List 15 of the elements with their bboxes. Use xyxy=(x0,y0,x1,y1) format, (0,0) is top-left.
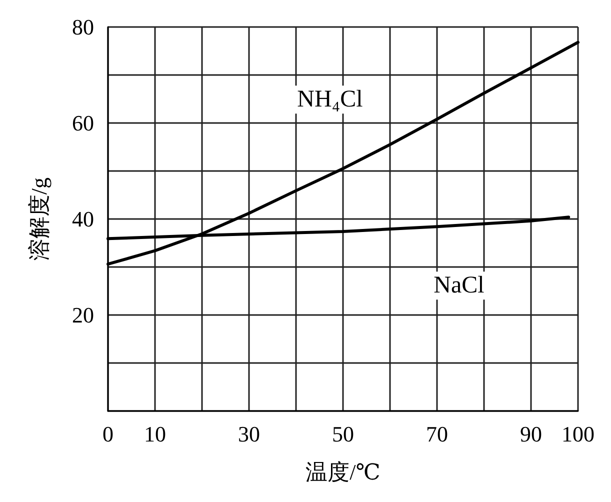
x-tick-label: 100 xyxy=(562,422,594,446)
x-tick-label: 70 xyxy=(426,422,448,446)
y-tick-label: 40 xyxy=(72,206,94,232)
series-label: NaCl xyxy=(434,272,485,299)
y-tick-label: 60 xyxy=(72,110,94,136)
y-tick-label: 80 xyxy=(72,14,94,40)
x-tick-label: 10 xyxy=(144,422,166,446)
x-tick-label: 50 xyxy=(332,422,354,446)
x-axis-title: 温度/℃ xyxy=(306,460,380,484)
x-tick-label: 30 xyxy=(238,422,260,446)
x-tick-label: 0 xyxy=(102,422,114,446)
y-tick-label: 20 xyxy=(72,302,94,328)
y-axis-title: 溶解度/g xyxy=(26,177,52,261)
x-tick-label: 90 xyxy=(520,422,542,446)
series-label: NH₄Cl xyxy=(297,86,364,113)
